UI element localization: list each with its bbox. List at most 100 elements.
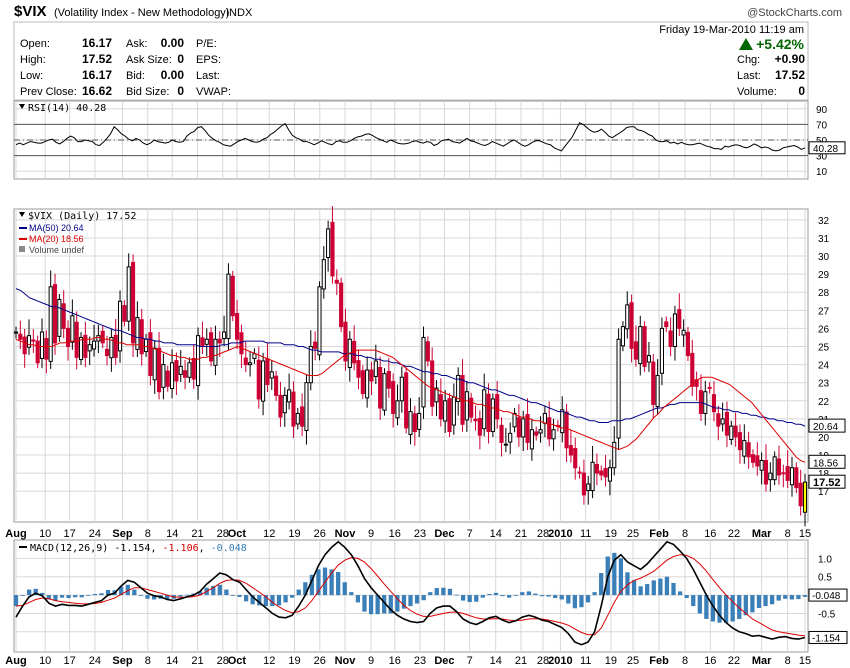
candle-body [473, 418, 478, 422]
ma50-line [15, 288, 806, 427]
price-y-tick: 31 [818, 234, 830, 245]
candle-body [525, 414, 530, 443]
quote-value: 0.00 [161, 68, 185, 82]
macd-hist-bar [691, 595, 696, 607]
x-tick-label: 9 [368, 528, 374, 540]
macd-hist-bar [66, 595, 71, 599]
candle-body [508, 432, 513, 443]
quote-value: 0.00 [161, 36, 185, 50]
rsi-y-tick: 10 [816, 167, 828, 178]
candle-body [482, 389, 487, 430]
candle-body [495, 394, 500, 420]
macd-hist-bar [750, 595, 755, 613]
candle-body [408, 411, 413, 435]
x-tick-label: 7 [467, 655, 473, 667]
candle-body [434, 387, 439, 403]
candle-body [61, 303, 66, 329]
macd-panel: 1.0 0.5 -0.5 -0.048 -1.154 MACD(12,26,9) -1.… [13, 539, 848, 653]
candle-body [490, 398, 495, 433]
x-tick-label: Aug [5, 528, 26, 540]
candle-body [512, 412, 517, 428]
candle-body [343, 321, 348, 362]
candle-body [798, 482, 803, 507]
macd-hist-bar [217, 584, 222, 596]
candle-body [542, 412, 547, 424]
macd-y-tick: 1.0 [818, 554, 832, 565]
x-tick-label: 28 [217, 655, 229, 667]
candle-body [577, 471, 582, 474]
candle-body [590, 461, 595, 492]
macd-hist-bar [309, 574, 315, 596]
macd-hist-bar [500, 595, 505, 597]
macd-hist-bar [145, 595, 150, 599]
candle-body [269, 371, 274, 379]
x-tick-label: 19 [605, 655, 617, 667]
candle-body [742, 440, 747, 457]
price-y-tick: 27 [818, 306, 830, 317]
macd-hist-bar [730, 595, 735, 622]
macd-y-tick: 0.5 [818, 573, 832, 584]
price-frame [13, 208, 809, 523]
x-tick-label: 10 [39, 528, 51, 540]
macd-hist-bar [40, 592, 45, 596]
rsi-legend-icon [19, 104, 25, 109]
quote-label: P/E: [196, 38, 217, 50]
quote-value: 0 [177, 84, 184, 98]
macd-hist-bar [92, 593, 98, 596]
candle-body [252, 353, 257, 359]
quote-label: VWAP: [196, 86, 231, 98]
candle-body [451, 396, 456, 426]
candle-body [620, 326, 625, 347]
candle-body [581, 472, 586, 496]
x-tick-label: 26 [314, 655, 326, 667]
macd-hist-bar [263, 595, 268, 607]
candle-body [87, 344, 92, 352]
candle-body [334, 279, 339, 284]
x-tick-label: Mar [752, 528, 772, 540]
x-tick-label: 16 [704, 655, 716, 667]
macd-hist-bar [250, 595, 255, 605]
macd-hist-bar [796, 595, 801, 600]
price-y-tick: 26 [818, 324, 830, 335]
candle-body [300, 406, 305, 427]
candle-body [672, 313, 678, 348]
candle-body [213, 338, 218, 366]
candle-body [135, 317, 140, 350]
x-tick-label: 19 [288, 655, 300, 667]
quote-label: Volume: [737, 86, 777, 98]
candle-body [304, 382, 309, 431]
quote-left-block: Open: 16.17 High: 17.52 Low: 16.17 Prev Close:… [20, 36, 112, 98]
macd-hist-bar [105, 589, 111, 596]
x-tick-label: 8 [145, 655, 151, 667]
macd-hist-bar [546, 595, 551, 597]
ma20-last-label-box [808, 454, 846, 469]
macd-hist-bar [336, 571, 341, 596]
price-panel: 1718192021222324252627282930313220.6418.… [13, 206, 846, 527]
x-tick-label: 12 [263, 655, 275, 667]
macd-hist-bar [59, 595, 65, 598]
price-y-tick: 18 [818, 469, 830, 480]
candle-body [685, 331, 691, 357]
candle-body [711, 394, 717, 413]
quote-value: +0.90 [775, 52, 806, 66]
candle-body [174, 360, 179, 382]
candle-body [646, 355, 651, 363]
macd-hist-bar [697, 595, 702, 614]
quote-label: Last: [196, 70, 220, 82]
candle-body [603, 467, 608, 478]
candle-body [48, 286, 53, 362]
macd-hist-bar [421, 595, 426, 601]
macd-hist-bar [428, 592, 433, 596]
quote-label: Open: [20, 38, 50, 50]
candle-body [243, 357, 248, 366]
x-tick-label: 15 [799, 528, 811, 540]
candle-body [638, 326, 643, 365]
candle-body [313, 341, 318, 349]
candle-body [538, 429, 543, 434]
quote-label: Chg: [737, 54, 760, 66]
macd-hist-bar [460, 595, 466, 601]
candle-body [74, 321, 79, 358]
candle-body [412, 413, 417, 433]
quote-label: High: [20, 54, 46, 66]
quote-value: 16.62 [82, 84, 112, 98]
